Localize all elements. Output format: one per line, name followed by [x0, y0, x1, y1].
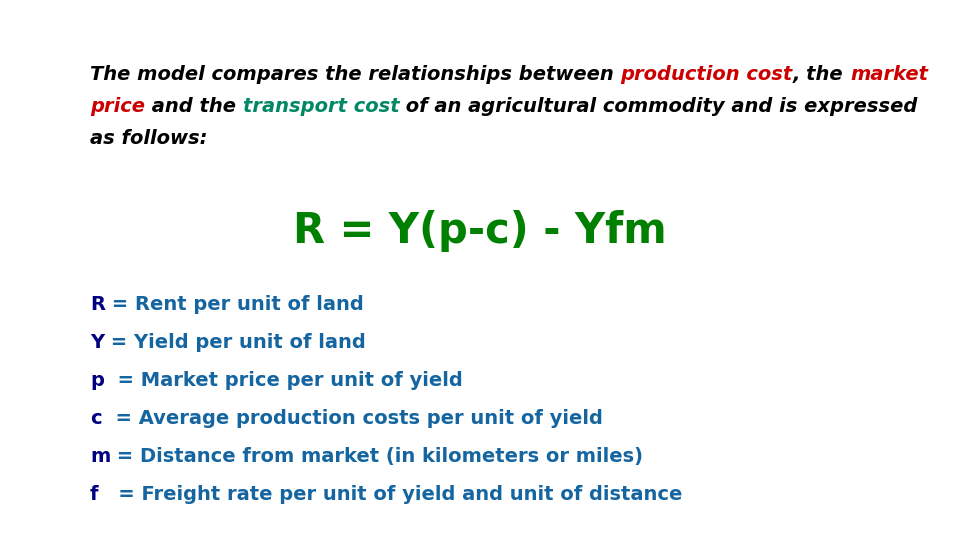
Text: = Average production costs per unit of yield: = Average production costs per unit of y… [102, 409, 603, 428]
Text: , the: , the [793, 65, 851, 84]
Text: of an agricultural commodity and is expressed: of an agricultural commodity and is expr… [399, 97, 918, 116]
Text: transport cost: transport cost [243, 97, 399, 116]
Text: = Market price per unit of yield: = Market price per unit of yield [104, 371, 463, 390]
Text: = Distance from market (in kilometers or miles): = Distance from market (in kilometers or… [110, 447, 643, 466]
Text: = Rent per unit of land: = Rent per unit of land [105, 295, 364, 314]
Text: and the: and the [145, 97, 243, 116]
Text: f: f [90, 485, 99, 504]
Text: production cost: production cost [620, 65, 793, 84]
Text: as follows:: as follows: [90, 129, 207, 148]
Text: = Yield per unit of land: = Yield per unit of land [104, 333, 366, 352]
Text: c: c [90, 409, 102, 428]
Text: R = Y(p-c) - Yfm: R = Y(p-c) - Yfm [293, 210, 667, 252]
Text: price: price [90, 97, 145, 116]
Text: Y: Y [90, 333, 104, 352]
Text: = Freight rate per unit of yield and unit of distance: = Freight rate per unit of yield and uni… [99, 485, 683, 504]
Text: The model compares the relationships between: The model compares the relationships bet… [90, 65, 620, 84]
Text: market: market [851, 65, 928, 84]
Text: p: p [90, 371, 104, 390]
Text: m: m [90, 447, 110, 466]
Text: R: R [90, 295, 105, 314]
